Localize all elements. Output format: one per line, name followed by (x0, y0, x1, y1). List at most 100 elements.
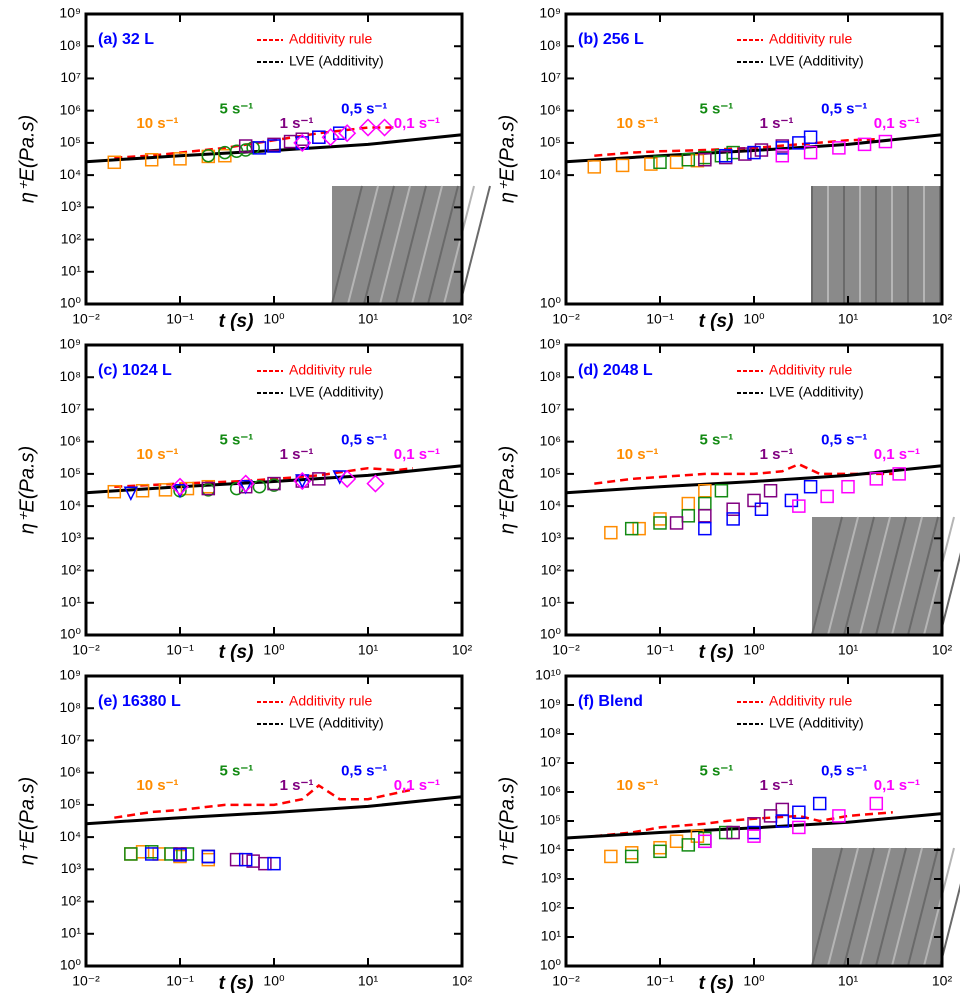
data-point (164, 847, 178, 861)
series-label: 0,1 s⁻¹ (874, 446, 920, 463)
data-point (366, 474, 385, 493)
data-point (252, 141, 267, 155)
data-point (170, 477, 190, 496)
y-axis-label: η⁺E(Pa.s) (496, 115, 518, 203)
x-tick-label: 10¹ (838, 311, 859, 327)
data-point (747, 145, 761, 160)
data-point (669, 834, 684, 849)
x-tick-label: 10⁰ (743, 642, 765, 658)
series-label: 5 s⁻¹ (220, 432, 254, 449)
data-point (681, 838, 696, 852)
y-axis-label: η⁺E(Pa.s) (16, 446, 38, 534)
inset-texture (395, 185, 427, 305)
data-point (738, 147, 752, 161)
y-tick-label: 10⁴ (59, 166, 81, 182)
data-point (878, 134, 893, 149)
panel: 10 s⁻¹ 5 s⁻¹ 1 s⁻¹ 0,5 s⁻¹ 0,1 s⁻¹ 10⁻² 10⁻¹ 10… (496, 336, 960, 663)
y-tick-label: 10³ (541, 529, 562, 545)
y-axis-label: η⁺E(Pa.s) (16, 115, 38, 203)
data-point (653, 155, 667, 170)
data-point (338, 124, 357, 143)
legend-label: LVE (Additivity) (769, 384, 864, 400)
series-label: 0,5 s⁻¹ (821, 101, 867, 118)
curve (594, 137, 877, 157)
inset-texture (891, 516, 923, 636)
data-point (681, 496, 696, 511)
panel-title: (c) 1024 L (98, 362, 172, 379)
series-label: 0,1 s⁻¹ (874, 115, 920, 132)
x-tick-label: 10² (452, 311, 473, 327)
x-tick-label: 10¹ (838, 973, 859, 989)
inset-texture (827, 847, 859, 967)
x-tick-label: 10¹ (358, 973, 379, 989)
data-point (338, 469, 357, 488)
series-label: 1 s⁻¹ (280, 115, 314, 132)
data-point (669, 516, 684, 530)
y-tick-label: 10⁸ (60, 699, 82, 715)
panel: 10 s⁻¹ 5 s⁻¹ 1 s⁻¹ 0,5 s⁻¹ 0,1 s⁻¹ 10⁻² 10⁻¹ 10… (16, 5, 491, 332)
x-tick-label: 10⁻¹ (166, 973, 194, 989)
y-tick-label: 10¹⁰ (535, 667, 561, 683)
x-tick-label: 10⁻² (552, 973, 580, 989)
x-axis-label: t (s) (699, 973, 734, 994)
panel-title: (f) Blend (578, 693, 643, 710)
y-tick-label: 10⁸ (60, 368, 82, 384)
series-label: 0,1 s⁻¹ (394, 446, 440, 463)
data-point (252, 479, 267, 494)
data-point (632, 521, 646, 536)
data-point (135, 483, 150, 498)
legend-label: LVE (Additivity) (289, 715, 384, 731)
data-point (747, 829, 761, 843)
data-point (604, 849, 618, 864)
data-point (201, 481, 216, 496)
data-point (124, 847, 138, 861)
series-label: 0,5 s⁻¹ (341, 763, 387, 780)
data-point (698, 152, 712, 167)
data-point (123, 486, 139, 501)
x-tick-label: 10⁻¹ (166, 311, 194, 327)
data-point (238, 479, 253, 495)
y-tick-label: 10⁶ (540, 432, 561, 448)
x-tick-label: 10⁻¹ (166, 642, 194, 658)
x-tick-label: 10⁰ (263, 973, 285, 989)
y-tick-label: 10⁰ (60, 626, 82, 642)
y-tick-label: 10⁸ (540, 725, 562, 741)
y-tick-label: 10⁰ (540, 626, 562, 642)
series-label: 0,5 s⁻¹ (341, 101, 387, 118)
data-point (775, 802, 790, 817)
data-point (173, 152, 187, 166)
y-tick-label: 10² (61, 892, 82, 908)
data-point (681, 152, 696, 167)
data-point (236, 474, 255, 493)
x-tick-label: 10² (932, 311, 953, 327)
data-point (698, 496, 712, 511)
data-point (726, 512, 740, 526)
data-point (763, 483, 778, 498)
inset-texture (939, 552, 960, 636)
y-tick-label: 10⁰ (60, 957, 82, 973)
data-point (653, 516, 667, 530)
data-point (107, 155, 122, 170)
data-point (841, 479, 855, 494)
x-tick-label: 10⁻² (552, 311, 580, 327)
data-point (726, 825, 740, 840)
x-axis-label: t (s) (219, 973, 254, 994)
y-tick-label: 10³ (61, 860, 82, 876)
data-point (803, 130, 818, 144)
data-point (238, 139, 253, 153)
series-label: 1 s⁻¹ (280, 446, 314, 463)
legend-label: Additivity rule (289, 31, 372, 47)
data-point (820, 489, 834, 504)
data-point (267, 856, 281, 871)
panel: 10 s⁻¹ 5 s⁻¹ 1 s⁻¹ 0,5 s⁻¹ 0,1 s⁻¹ 10⁻² 10⁻¹ 10… (16, 667, 472, 994)
data-point (624, 846, 639, 860)
y-tick-label: 10⁶ (540, 101, 561, 117)
data-point (201, 849, 216, 864)
x-tick-label: 10² (932, 642, 953, 658)
inset-texture (891, 847, 923, 967)
data-point (201, 852, 216, 867)
y-axis-label: η⁺E(Pa.s) (16, 777, 38, 865)
y-tick-label: 10² (61, 561, 82, 577)
y-tick-label: 10⁴ (539, 841, 561, 857)
inset-texture (907, 847, 939, 967)
